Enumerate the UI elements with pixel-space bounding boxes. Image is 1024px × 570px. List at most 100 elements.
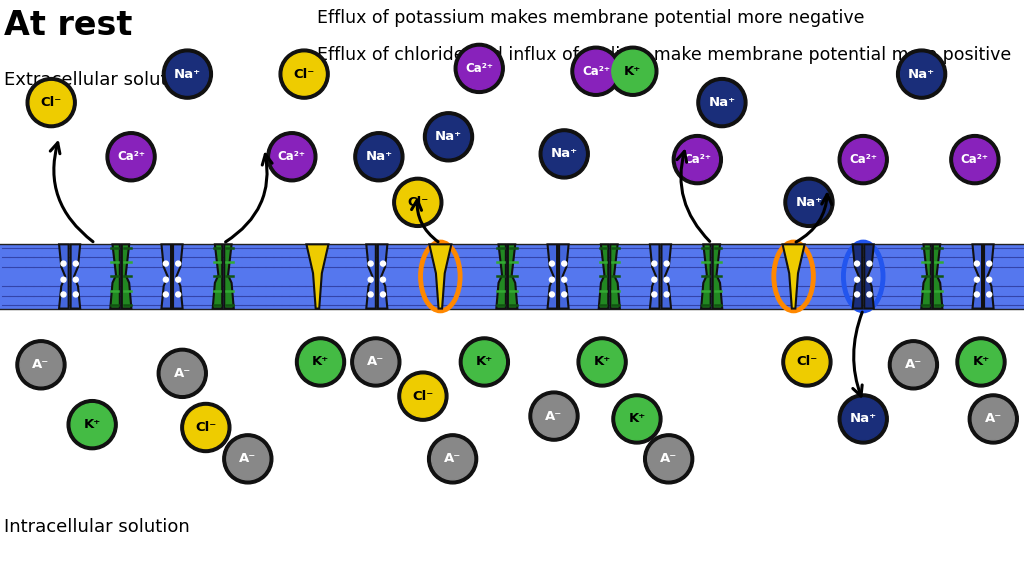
Text: Cl⁻: Cl⁻ — [408, 196, 428, 209]
Text: K⁺: K⁺ — [625, 65, 641, 78]
Circle shape — [665, 292, 669, 297]
Circle shape — [959, 341, 1002, 383]
Text: K⁺: K⁺ — [84, 418, 100, 431]
Circle shape — [458, 47, 501, 89]
Circle shape — [550, 261, 554, 266]
Circle shape — [61, 261, 66, 266]
Text: K⁺: K⁺ — [476, 356, 493, 368]
Polygon shape — [378, 245, 387, 308]
Polygon shape — [429, 245, 452, 308]
Text: A⁻: A⁻ — [240, 453, 256, 465]
Text: A⁻: A⁻ — [368, 356, 384, 368]
Circle shape — [855, 277, 859, 282]
Text: At rest: At rest — [4, 9, 132, 42]
Text: A⁻: A⁻ — [905, 359, 922, 371]
Polygon shape — [933, 245, 942, 308]
Circle shape — [283, 53, 326, 95]
Polygon shape — [306, 245, 329, 308]
Text: Cl⁻: Cl⁻ — [413, 390, 433, 402]
Circle shape — [164, 261, 168, 266]
Circle shape — [644, 434, 693, 484]
Polygon shape — [864, 245, 873, 308]
Circle shape — [369, 292, 373, 297]
Circle shape — [697, 78, 746, 128]
Bar — [0, 243, 1024, 309]
Polygon shape — [559, 245, 568, 308]
Circle shape — [428, 434, 477, 484]
Circle shape — [19, 344, 62, 386]
Polygon shape — [599, 245, 608, 308]
Circle shape — [676, 139, 719, 181]
Circle shape — [956, 337, 1006, 387]
Circle shape — [71, 404, 114, 446]
Circle shape — [401, 375, 444, 417]
Circle shape — [987, 292, 991, 297]
Circle shape — [369, 277, 373, 282]
Circle shape — [110, 136, 153, 178]
Polygon shape — [548, 245, 557, 308]
Polygon shape — [853, 245, 862, 308]
Text: Ca²⁺: Ca²⁺ — [683, 153, 712, 166]
Polygon shape — [984, 245, 993, 308]
Circle shape — [700, 82, 743, 124]
Text: Ca²⁺: Ca²⁺ — [117, 150, 145, 163]
Circle shape — [540, 129, 589, 179]
Circle shape — [867, 261, 871, 266]
Circle shape — [975, 292, 979, 297]
Circle shape — [299, 341, 342, 383]
Circle shape — [74, 261, 78, 266]
Circle shape — [431, 438, 474, 480]
Circle shape — [351, 337, 400, 387]
Text: A⁻: A⁻ — [985, 413, 1001, 425]
Polygon shape — [59, 245, 69, 308]
Circle shape — [787, 181, 830, 223]
Circle shape — [381, 277, 385, 282]
Text: A⁻: A⁻ — [33, 359, 49, 371]
Text: Cl⁻: Cl⁻ — [294, 68, 314, 80]
Circle shape — [608, 46, 657, 96]
Polygon shape — [713, 245, 722, 308]
Circle shape — [782, 337, 831, 387]
Circle shape — [164, 277, 168, 282]
Circle shape — [550, 277, 554, 282]
Polygon shape — [173, 245, 182, 308]
Text: Ca²⁺: Ca²⁺ — [465, 62, 494, 75]
Circle shape — [562, 261, 566, 266]
Circle shape — [571, 46, 621, 96]
Text: Cl⁻: Cl⁻ — [41, 96, 61, 109]
Circle shape — [267, 132, 316, 182]
Circle shape — [176, 277, 180, 282]
Text: Ca²⁺: Ca²⁺ — [849, 153, 878, 166]
Circle shape — [529, 391, 579, 441]
Text: A⁻: A⁻ — [546, 410, 562, 422]
Polygon shape — [650, 245, 659, 308]
Circle shape — [176, 261, 180, 266]
Text: Na⁺: Na⁺ — [850, 413, 877, 425]
Circle shape — [652, 261, 656, 266]
Circle shape — [562, 292, 566, 297]
Circle shape — [30, 82, 73, 124]
Circle shape — [987, 277, 991, 282]
Circle shape — [652, 277, 656, 282]
Text: K⁺: K⁺ — [312, 356, 329, 368]
Text: Cl⁻: Cl⁻ — [196, 421, 216, 434]
Polygon shape — [367, 245, 376, 308]
Text: Extracellular solution: Extracellular solution — [4, 71, 196, 89]
Circle shape — [543, 133, 586, 175]
Circle shape — [223, 434, 272, 484]
Circle shape — [296, 337, 345, 387]
Circle shape — [354, 341, 397, 383]
Circle shape — [867, 292, 871, 297]
Text: A⁻: A⁻ — [660, 453, 677, 465]
Polygon shape — [71, 245, 80, 308]
Circle shape — [612, 394, 662, 444]
Text: Na⁺: Na⁺ — [366, 150, 392, 163]
Text: Cl⁻: Cl⁻ — [797, 356, 817, 368]
Circle shape — [987, 261, 991, 266]
Circle shape — [665, 277, 669, 282]
Circle shape — [357, 136, 400, 178]
Circle shape — [673, 135, 722, 185]
Circle shape — [867, 277, 871, 282]
Circle shape — [176, 292, 180, 297]
Polygon shape — [111, 245, 120, 308]
